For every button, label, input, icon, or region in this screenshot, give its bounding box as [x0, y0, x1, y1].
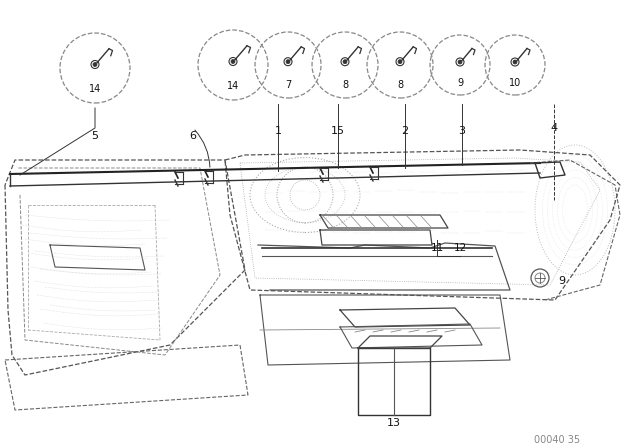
- Text: 15: 15: [331, 126, 345, 136]
- Circle shape: [456, 58, 464, 66]
- Circle shape: [511, 58, 519, 66]
- Circle shape: [231, 60, 235, 64]
- Text: 4: 4: [550, 123, 557, 133]
- Circle shape: [398, 60, 402, 64]
- Circle shape: [229, 57, 237, 65]
- Text: 1: 1: [275, 126, 282, 136]
- Text: 9: 9: [457, 78, 463, 88]
- Text: 3: 3: [458, 126, 465, 136]
- Text: 5: 5: [92, 131, 99, 141]
- Circle shape: [396, 58, 404, 66]
- Text: 12: 12: [453, 243, 467, 253]
- Text: 14: 14: [89, 84, 101, 94]
- Text: 11: 11: [430, 243, 444, 253]
- Circle shape: [513, 60, 517, 64]
- Text: 00040 35: 00040 35: [534, 435, 580, 445]
- Circle shape: [341, 58, 349, 66]
- Circle shape: [286, 60, 290, 64]
- Text: 13: 13: [387, 418, 401, 428]
- Text: 2: 2: [401, 126, 408, 136]
- Text: 8: 8: [397, 80, 403, 90]
- Text: 8: 8: [342, 80, 348, 90]
- Text: 7: 7: [285, 80, 291, 90]
- Text: 6: 6: [189, 131, 196, 141]
- Circle shape: [343, 60, 347, 64]
- Text: 10: 10: [509, 78, 521, 88]
- Text: 9: 9: [558, 276, 565, 286]
- Circle shape: [284, 58, 292, 66]
- Circle shape: [91, 60, 99, 69]
- Circle shape: [458, 60, 462, 64]
- Circle shape: [93, 63, 97, 66]
- Text: 14: 14: [227, 81, 239, 91]
